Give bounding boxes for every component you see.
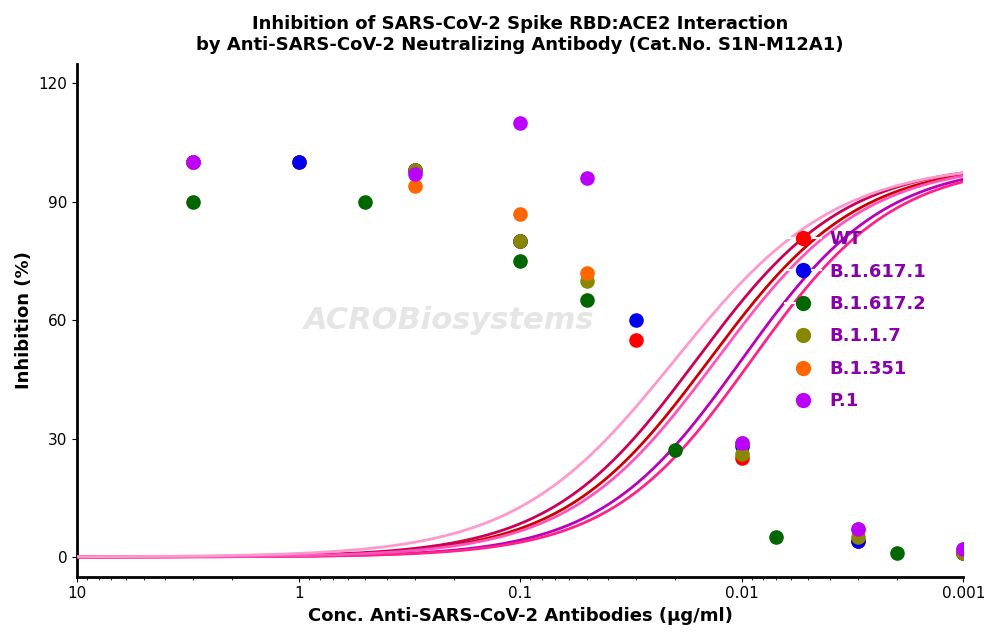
Point (512, 236, 528, 246)
Point (667, 445, 683, 456)
Point (734, 442, 750, 452)
Point (734, 437, 750, 447)
Point (185, 157, 201, 168)
Point (955, 544, 971, 554)
Point (628, 335, 644, 345)
Point (185, 196, 201, 207)
Point (734, 437, 750, 447)
Point (512, 256, 528, 266)
Point (185, 157, 201, 168)
Legend: WT, B.1.617.1, B.1.617.2, B.1.1.7, B.1.351, P.1: WT, B.1.617.1, B.1.617.2, B.1.1.7, B.1.3… (777, 223, 934, 417)
Point (850, 536, 866, 547)
Point (185, 157, 201, 168)
Point (357, 196, 373, 207)
Point (407, 169, 423, 179)
Point (955, 548, 971, 558)
Point (579, 276, 595, 286)
Point (850, 532, 866, 542)
Title: Inhibition of SARS-CoV-2 Spike RBD:ACE2 Interaction
by Anti-SARS-CoV-2 Neutraliz: Inhibition of SARS-CoV-2 Spike RBD:ACE2 … (196, 15, 844, 54)
Point (407, 165, 423, 175)
Point (955, 548, 971, 558)
X-axis label: Conc. Anti-SARS-CoV-2 Antibodies (μg/ml): Conc. Anti-SARS-CoV-2 Antibodies (μg/ml) (308, 607, 733, 625)
Point (407, 165, 423, 175)
Point (850, 524, 866, 534)
Point (512, 236, 528, 246)
Point (579, 268, 595, 278)
Point (407, 165, 423, 175)
Point (512, 209, 528, 219)
Point (579, 173, 595, 183)
Point (512, 118, 528, 128)
Point (850, 536, 866, 547)
Point (889, 548, 905, 558)
Text: ACROBiosystems: ACROBiosystems (304, 306, 595, 335)
Point (407, 181, 423, 191)
Point (291, 157, 307, 168)
Point (185, 157, 201, 168)
Point (955, 544, 971, 554)
Point (579, 295, 595, 305)
Point (955, 548, 971, 558)
Point (850, 524, 866, 534)
Point (734, 453, 750, 463)
Point (512, 236, 528, 246)
Point (628, 315, 644, 325)
Point (291, 157, 307, 168)
Point (734, 449, 750, 460)
Point (768, 532, 784, 542)
Y-axis label: Inhibition (%): Inhibition (%) (15, 252, 33, 389)
Point (185, 157, 201, 168)
